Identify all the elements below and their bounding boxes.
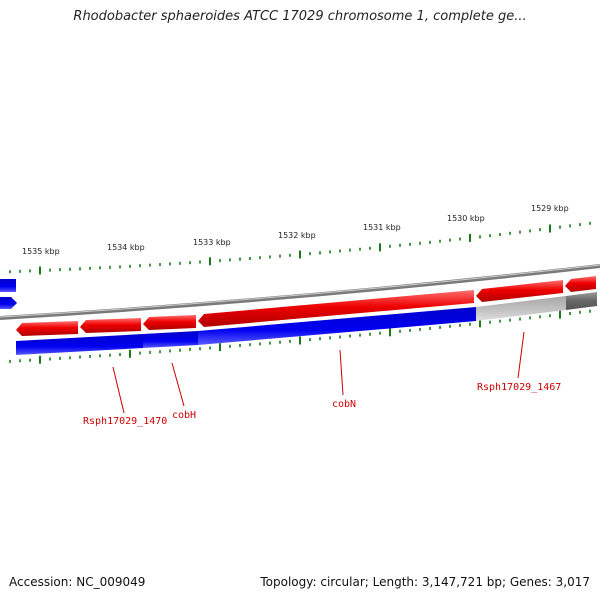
topology-summary: Topology: circular; Length: 3,147,721 bp… (260, 575, 590, 589)
gene-forward[interactable] (143, 315, 196, 330)
lower-tick-marks (9, 309, 591, 364)
gene-reverse[interactable] (0, 297, 17, 309)
kbp-label: 1533 kbp (193, 238, 231, 247)
gene-pseudo[interactable] (566, 292, 597, 310)
kbp-label: 1529 kbp (531, 204, 569, 213)
gene-forward[interactable] (16, 321, 78, 336)
gene-label-rsph17029-1470[interactable]: Rsph17029_1470 (83, 416, 167, 427)
gene-reverse[interactable] (16, 334, 143, 355)
accession-text: Accession: NC_009049 (9, 575, 146, 589)
gene-pseudo[interactable] (476, 296, 566, 321)
gene-label-rsph17029-1467[interactable]: Rsph17029_1467 (477, 382, 561, 393)
gene-forward[interactable] (565, 276, 596, 292)
upper-tick-marks (9, 221, 591, 275)
chromosome-backbone (0, 264, 600, 320)
gene-reverse[interactable] (143, 331, 198, 348)
kbp-label: 1530 kbp (447, 214, 485, 223)
gene-forward[interactable] (198, 290, 474, 327)
map-title: Rhodobacter sphaeroides ATCC 17029 chrom… (73, 9, 527, 24)
kbp-label: 1532 kbp (278, 231, 316, 240)
gene-label-cobh[interactable]: cobH (172, 410, 196, 421)
label-leader (112, 366, 125, 414)
gene-label-cobn[interactable]: cobN (332, 399, 356, 410)
chromosome-backbone-highlight (0, 264, 600, 318)
label-leader (517, 331, 525, 379)
kbp-label: 1534 kbp (107, 243, 145, 252)
gene-reverse[interactable] (198, 307, 476, 345)
gene-reverse[interactable] (0, 279, 16, 292)
gene-forward[interactable] (80, 318, 141, 333)
gene-forward[interactable] (476, 280, 563, 302)
kbp-label: 1535 kbp (22, 247, 60, 256)
label-leader (339, 349, 344, 396)
kbp-label: 1531 kbp (363, 223, 401, 232)
label-leader (171, 362, 185, 407)
